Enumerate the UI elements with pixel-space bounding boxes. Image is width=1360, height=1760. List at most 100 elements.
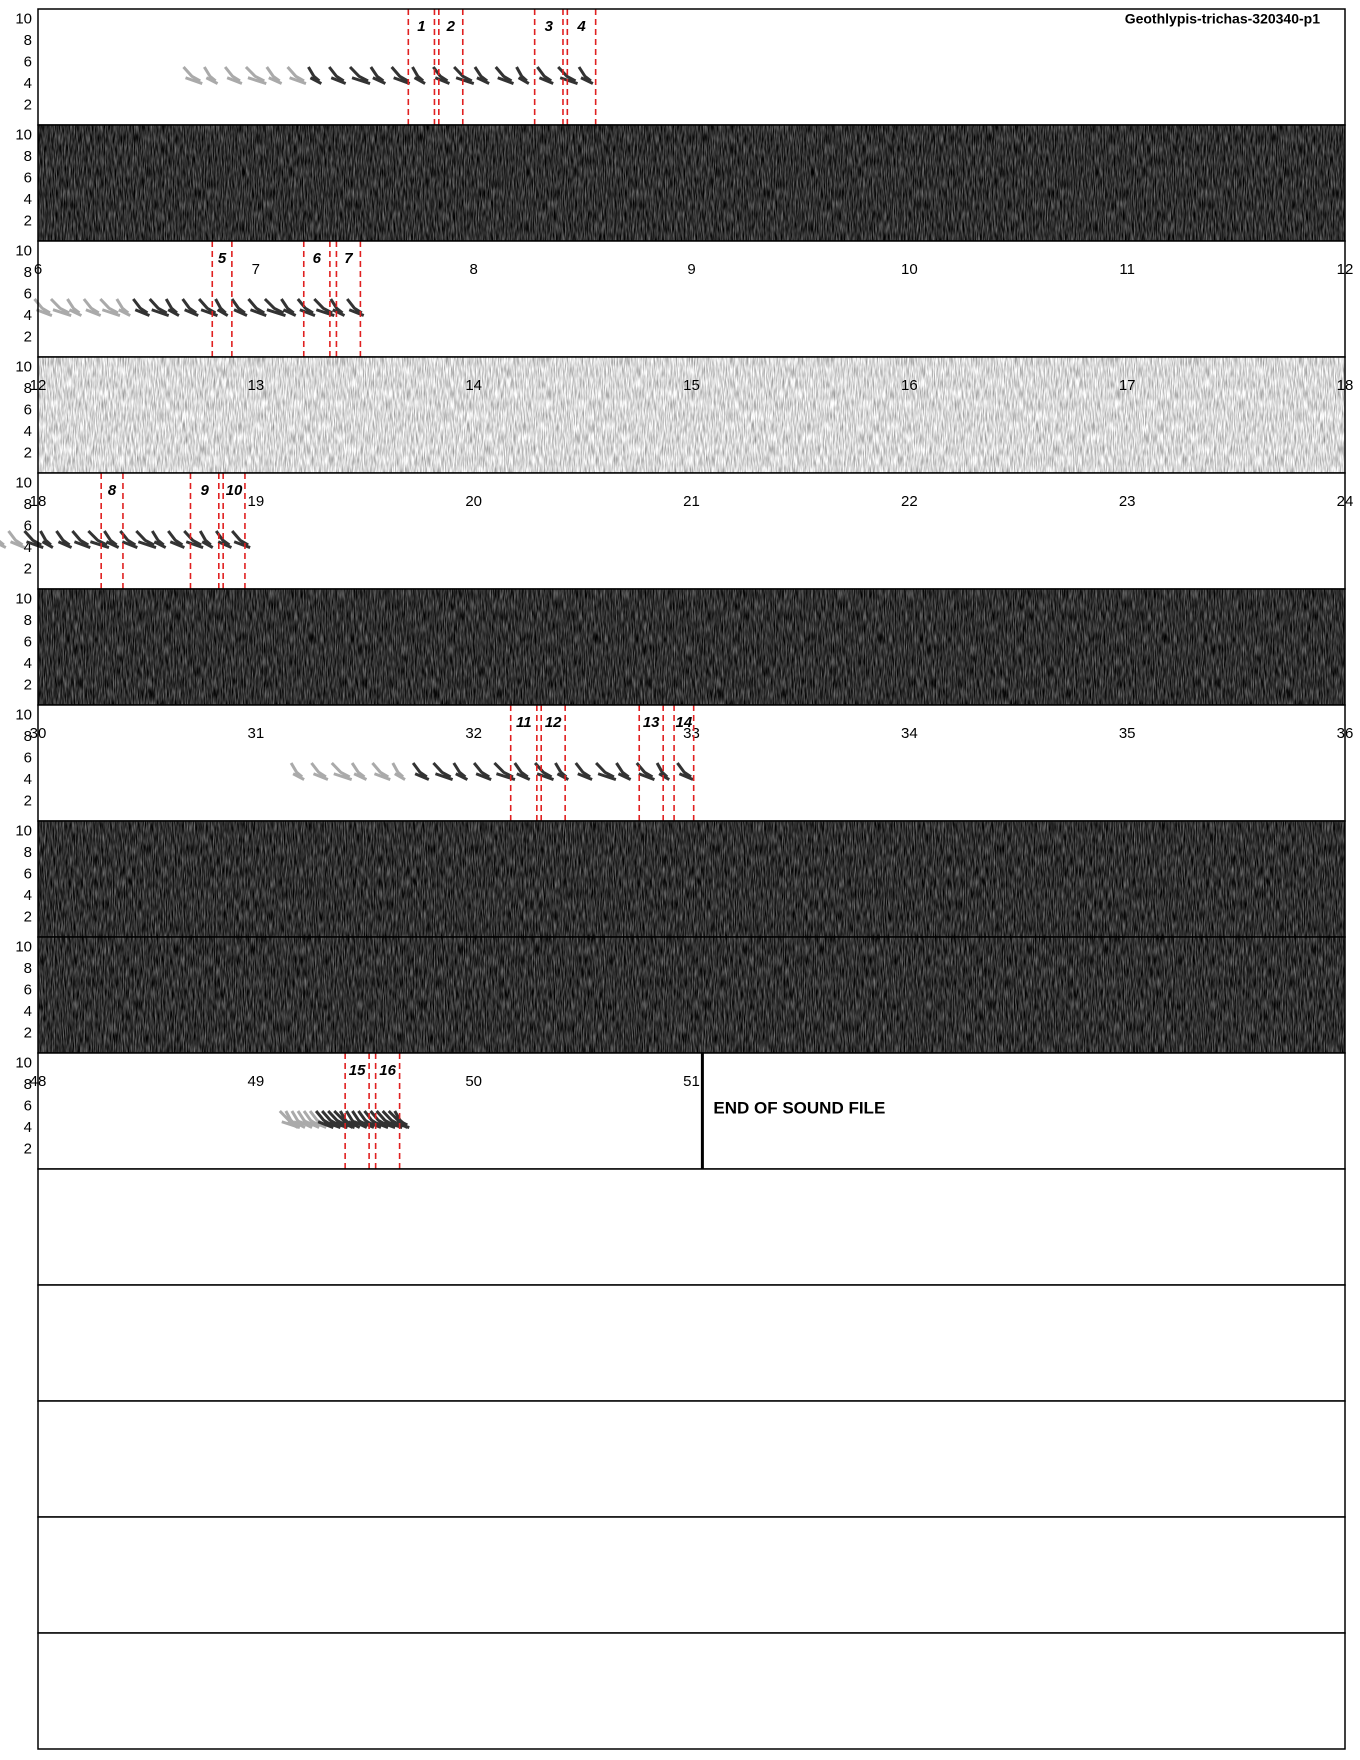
y-tick-label: 6 xyxy=(24,518,32,535)
annotation-label: 5 xyxy=(218,250,227,267)
syllable xyxy=(494,66,515,85)
syllable xyxy=(286,66,307,85)
syllable xyxy=(103,530,120,549)
y-tick-label: 2 xyxy=(24,561,32,578)
panel xyxy=(37,1284,1346,1402)
syllable xyxy=(393,1110,409,1129)
x-tick-label: 23 xyxy=(1119,493,1136,510)
y-tick-label: 2 xyxy=(24,677,32,694)
panel-background xyxy=(38,1285,1345,1401)
syllable xyxy=(432,66,451,85)
syllable xyxy=(411,66,426,85)
x-tick-label: 13 xyxy=(247,377,264,394)
x-tick-label: 16 xyxy=(901,377,918,394)
syllable xyxy=(244,65,267,85)
syllable xyxy=(66,298,83,317)
annotation-label: 6 xyxy=(313,250,322,267)
y-tick-label: 4 xyxy=(24,655,32,672)
x-tick-label: 21 xyxy=(683,493,700,510)
syllable xyxy=(676,762,694,781)
y-tick-label: 6 xyxy=(24,750,32,767)
y-tick-label: 10 xyxy=(15,939,32,956)
syllable xyxy=(473,66,490,85)
syllable xyxy=(33,298,53,317)
y-tick-label: 2 xyxy=(24,445,32,462)
syllable xyxy=(148,297,170,317)
y-tick-label: 6 xyxy=(24,54,32,71)
syllable xyxy=(655,762,670,781)
panel-background xyxy=(38,1401,1345,1517)
panel: 2 4 6 8 10 xyxy=(15,124,1346,242)
panel-background xyxy=(38,9,1345,125)
syllable xyxy=(223,66,243,85)
syllable xyxy=(181,298,199,317)
syllable xyxy=(87,529,110,549)
y-tick-label: 4 xyxy=(24,1003,32,1020)
annotation-label: 13 xyxy=(643,714,660,731)
x-tick-label: 35 xyxy=(1119,725,1136,742)
syllable xyxy=(595,761,617,781)
annotation-label: 12 xyxy=(545,714,562,731)
y-tick-label: 2 xyxy=(24,97,32,114)
panel: 2 4 6 8 10 xyxy=(15,820,1346,938)
sheet-title: Geothlypis-trichas-320340-p1 xyxy=(1125,11,1321,27)
syllable xyxy=(577,66,594,85)
y-tick-label: 8 xyxy=(24,148,32,165)
syllable xyxy=(230,298,248,317)
panel-background xyxy=(38,473,1345,589)
syllable xyxy=(7,530,26,549)
y-tick-label: 6 xyxy=(24,286,32,303)
syllable xyxy=(167,530,185,549)
annotation-label: 8 xyxy=(108,482,117,499)
syllable xyxy=(574,762,593,781)
y-tick-label: 8 xyxy=(24,728,32,745)
y-tick-label: 4 xyxy=(24,771,32,788)
x-tick-label: 17 xyxy=(1119,377,1136,394)
syllable xyxy=(346,298,365,317)
annotation-label: 7 xyxy=(344,250,353,267)
x-tick-label: 15 xyxy=(683,377,700,394)
x-tick-label: 34 xyxy=(901,725,918,742)
noise xyxy=(38,125,1345,241)
syllable xyxy=(348,65,371,85)
annotation-label: 15 xyxy=(349,1062,366,1079)
x-tick-label: 7 xyxy=(252,261,260,278)
y-tick-label: 2 xyxy=(24,909,32,926)
syllable xyxy=(82,298,102,317)
y-tick-label: 4 xyxy=(24,75,32,92)
syllable xyxy=(0,539,7,549)
panel xyxy=(37,1516,1346,1634)
x-tick-label: 22 xyxy=(901,493,918,510)
y-tick-label: 2 xyxy=(24,329,32,346)
y-tick-label: 4 xyxy=(24,1119,32,1136)
syllable xyxy=(71,530,91,549)
syllable xyxy=(533,762,555,781)
panel-background xyxy=(38,705,1345,821)
syllable xyxy=(432,761,454,781)
annotation-label: 1 xyxy=(417,18,425,35)
syllable xyxy=(390,66,411,85)
syllable xyxy=(330,761,353,781)
syllable xyxy=(49,297,72,317)
syllable xyxy=(99,297,121,317)
y-tick-label: 10 xyxy=(15,591,32,608)
syllable xyxy=(452,762,469,781)
syllable xyxy=(329,298,346,317)
syllable xyxy=(132,298,151,317)
syllable xyxy=(307,66,323,85)
syllable xyxy=(453,65,475,85)
annotation-label: 16 xyxy=(379,1062,396,1079)
panel xyxy=(37,1168,1346,1286)
annotation-label: 10 xyxy=(226,482,243,499)
syllable xyxy=(369,66,387,85)
syllable xyxy=(280,298,297,317)
panel-background xyxy=(38,1053,1345,1169)
syllable xyxy=(615,762,632,781)
syllable xyxy=(493,761,516,781)
panel xyxy=(37,1632,1346,1750)
annotation-label: 4 xyxy=(576,18,586,35)
y-tick-label: 10 xyxy=(15,359,32,376)
y-tick-label: 6 xyxy=(24,402,32,419)
